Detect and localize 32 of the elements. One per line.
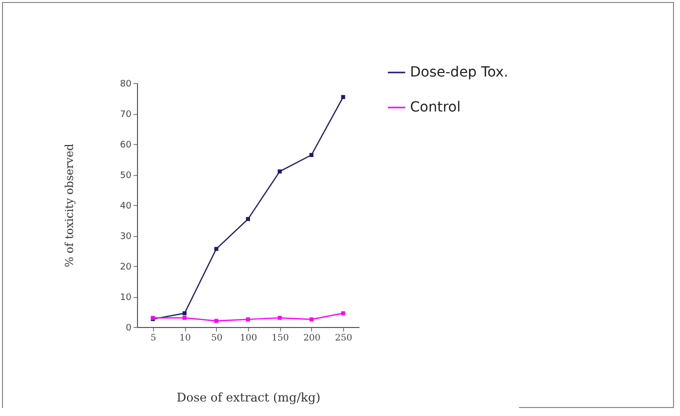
point (214, 318, 218, 323)
y-tick-label: 30 (120, 232, 132, 242)
legend-label: Dose-dep Tox. (410, 64, 508, 80)
point (309, 317, 314, 322)
y-tick-label: 0 (126, 324, 132, 334)
x-axis-title: Dose of extract (mg/kg) (176, 390, 320, 404)
point (341, 311, 346, 316)
point (182, 311, 187, 316)
y-tick-label: 80 (120, 80, 132, 90)
x-tick-label: 10 (179, 334, 192, 344)
y-axis-title: % of toxicity observed (63, 144, 76, 268)
point (278, 169, 282, 174)
y-tick-label: 50 (120, 171, 132, 181)
point (246, 317, 250, 322)
point (214, 246, 218, 251)
x-tick-label: 5 (150, 334, 156, 344)
point (278, 316, 282, 320)
y-tick-label: 40 (120, 202, 132, 212)
y-tick-label: 10 (120, 293, 132, 303)
x-tick-label: 50 (211, 334, 223, 344)
x-tick-label: 150 (272, 334, 290, 344)
x-tick-label: 100 (240, 334, 258, 344)
legend-label: Control (410, 100, 461, 116)
y-tick-label: 70 (120, 110, 132, 120)
x-tick-label: 200 (303, 334, 321, 344)
point (341, 95, 346, 100)
point (246, 217, 250, 222)
x-tick-label: 250 (335, 334, 352, 344)
y-tick-label: 20 (120, 262, 132, 272)
y-tick-label: 60 (120, 140, 132, 150)
point (182, 316, 187, 320)
point (309, 152, 314, 157)
